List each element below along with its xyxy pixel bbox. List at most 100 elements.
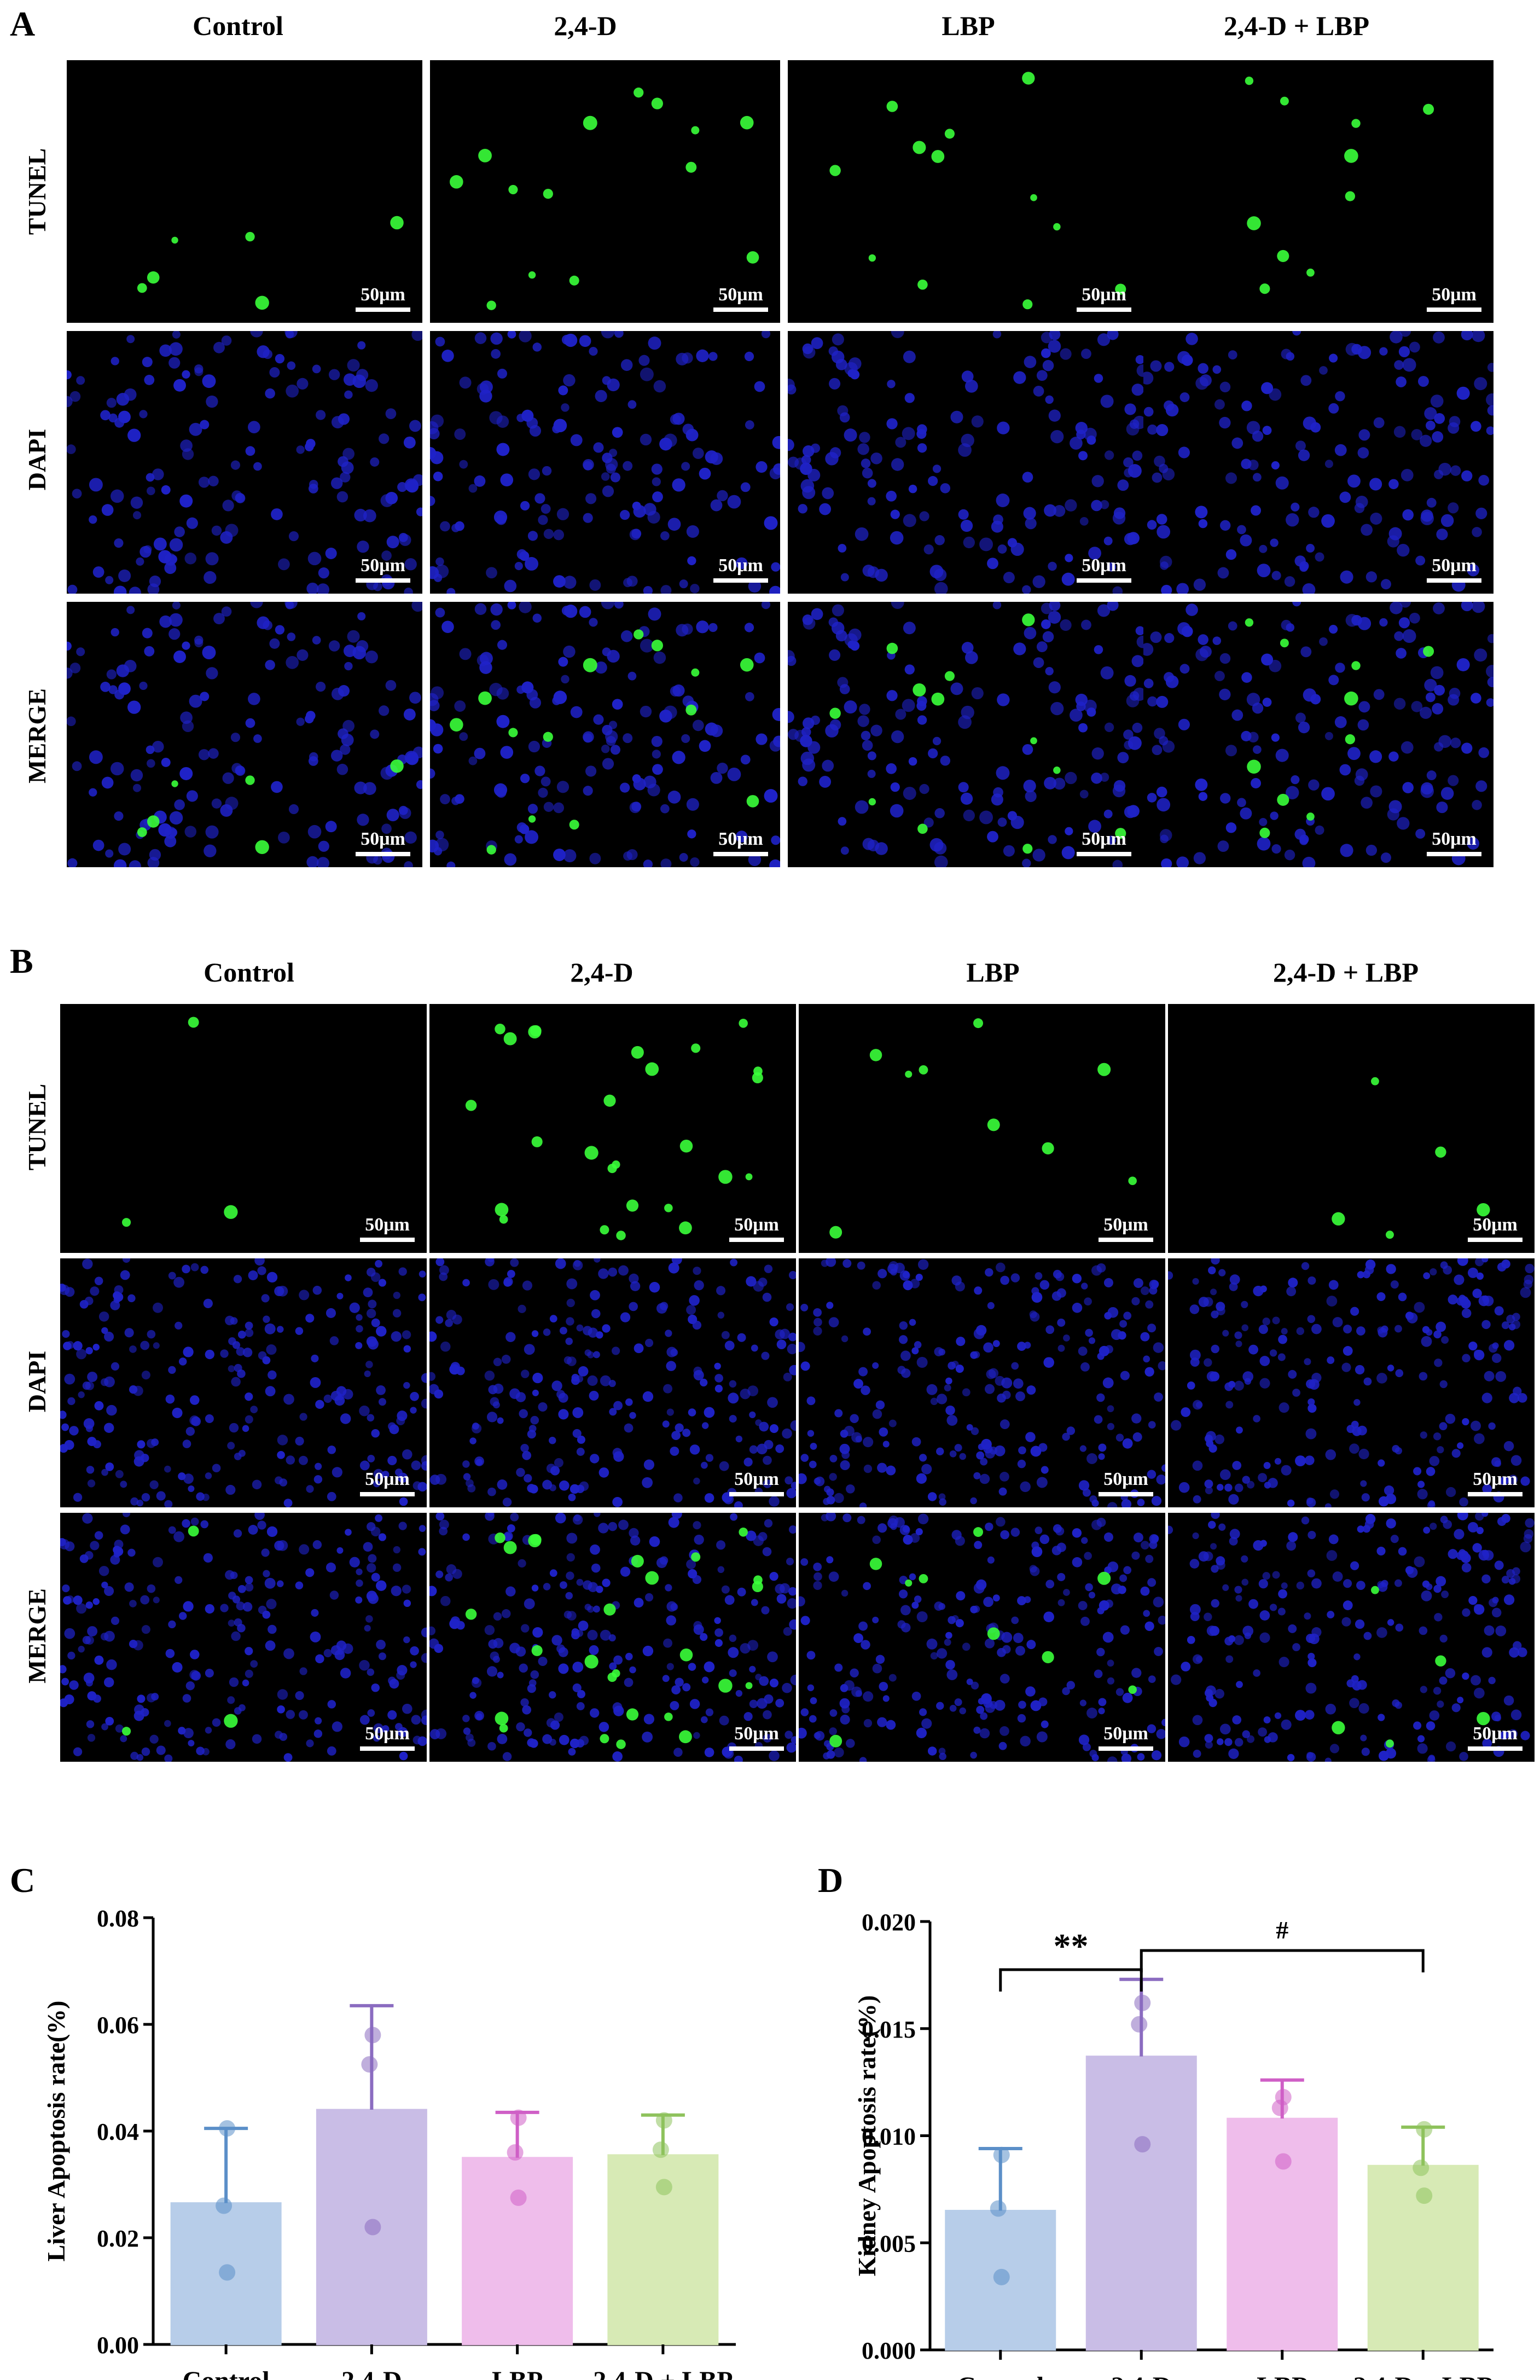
data-point-2-4-d: [1134, 1994, 1151, 2011]
row-label-dapi: DAPI: [23, 1350, 51, 1413]
micrograph-image: [67, 602, 422, 867]
micrograph-merge-lbp: 50μm: [799, 1513, 1165, 1762]
micrograph-dapi-lbp: 50μm: [788, 331, 1143, 594]
y-tick-label: 0.08: [97, 1905, 139, 1932]
scale-bar-label: 50μm: [734, 1469, 779, 1489]
scale-bar-label: 50μm: [361, 555, 405, 576]
scale-bar: 50μm: [360, 1725, 415, 1751]
scale-bar-line: [1077, 578, 1131, 583]
micrograph-image: [137, 216, 404, 310]
scale-bar: 50μm: [360, 1216, 415, 1242]
scale-bar-line: [1099, 1492, 1153, 1496]
data-point-control: [219, 2264, 236, 2281]
scale-bar-line: [713, 852, 768, 856]
micrograph-merge-2-4-d-plus-lbp: 50μm: [1143, 602, 1493, 867]
scale-bar: 50μm: [713, 286, 768, 312]
micrograph-tunel-2-4-d: 50μm: [429, 1004, 796, 1253]
y-tick-label: 0.06: [97, 2012, 139, 2039]
micrograph-image: [1143, 602, 1493, 867]
data-point-lbp: [510, 2189, 527, 2206]
scale-bar: 50μm: [1099, 1216, 1153, 1242]
kidney-apoptosis-chart: 0.000 0.005 0.010 0.015 0.020 Kidney Apoptosi…: [777, 1860, 1540, 2380]
scale-bar: 50μm: [356, 556, 410, 583]
scale-bar-line: [360, 1746, 415, 1751]
data-point-2-4-d-plus-lbp: [1416, 2121, 1433, 2138]
micrograph-merge-control: 50μm: [60, 1513, 427, 1762]
micrograph-tunel-control: 50μm: [60, 1004, 427, 1253]
scale-bar-label: 50μm: [1473, 1469, 1518, 1489]
scale-bar-line: [1468, 1238, 1522, 1242]
bar-2-4-d: [1085, 2056, 1197, 2351]
column-header-2-4-d: 2,4-D: [570, 957, 634, 988]
y-axis-label: Kidney Apoptosis rate(%): [853, 1995, 881, 2277]
scale-bar-line: [1099, 1746, 1153, 1751]
liver-apoptosis-chart: 0.00 0.02 0.04 0.06 0.08 Liver Apoptosis rate…: [0, 1860, 777, 2380]
scale-bar-line: [1468, 1746, 1522, 1751]
scale-bar: 50μm: [713, 556, 768, 583]
scale-bar-line: [356, 307, 410, 312]
micrograph-image: [60, 1513, 427, 1762]
data-point-lbp: [1275, 2153, 1292, 2170]
column-header-lbp: LBP: [942, 10, 995, 41]
data-point-lbp: [507, 2144, 524, 2161]
micrograph-tunel-lbp: 50μm: [799, 1004, 1165, 1253]
scale-bar-line: [1427, 578, 1481, 583]
scale-bar-line: [360, 1238, 415, 1242]
scale-bar-label: 50μm: [1103, 1215, 1148, 1235]
micrograph-image: [1168, 1258, 1535, 1507]
data-point-control: [216, 2197, 233, 2214]
scale-bar: 50μm: [1099, 1725, 1153, 1751]
scale-bar: 50μm: [729, 1725, 784, 1751]
data-point-lbp: [1271, 2099, 1288, 2116]
y-tick-label: 0.005: [862, 2230, 916, 2257]
scale-bar: 50μm: [729, 1470, 784, 1496]
scale-bar-label: 50μm: [718, 285, 763, 305]
micrograph-image: [829, 1018, 1137, 1239]
row-label-dapi: DAPI: [23, 428, 51, 491]
data-point-2-4-d: [364, 2219, 381, 2236]
y-tick-label: 0.020: [862, 1909, 916, 1936]
data-point-2-4-d: [1134, 2136, 1151, 2153]
data-point-2-4-d: [361, 2056, 378, 2073]
scale-bar-label: 50μm: [1082, 285, 1126, 305]
micrograph-dapi-lbp: 50μm: [799, 1258, 1165, 1507]
scale-bar: 50μm: [729, 1216, 784, 1242]
scale-bar-label: 50μm: [718, 555, 763, 576]
scale-bar-line: [1099, 1238, 1153, 1242]
panel-label-d: D: [818, 1861, 844, 1900]
x-tick-label: Control: [183, 2366, 270, 2380]
scale-bar: 50μm: [356, 830, 410, 856]
scale-bar-line: [729, 1238, 784, 1242]
column-header-control: Control: [193, 10, 283, 41]
micrograph-image: [799, 1258, 1165, 1507]
scale-bar: 50μm: [1468, 1216, 1522, 1242]
micrograph-image: [67, 331, 422, 594]
micrograph-dapi-2-4-d-plus-lbp: 50μm: [1168, 1258, 1535, 1507]
x-tick-label: LBP: [492, 2366, 543, 2380]
data-point-2-4-d: [1131, 2016, 1148, 2033]
scale-bar-label: 50μm: [1432, 285, 1477, 305]
column-header-2-4-d-plus-lbp: 2,4-D + LBP: [1273, 957, 1419, 988]
micrograph-image: [829, 72, 1126, 310]
y-tick-label: 0.000: [862, 2337, 916, 2364]
scale-bar-line: [1427, 852, 1481, 856]
micrograph-image: [788, 331, 1143, 594]
micrograph-merge-2-4-d: 50μm: [430, 602, 780, 867]
scale-bar: 50μm: [356, 286, 410, 312]
micrograph-image: [465, 1019, 763, 1240]
micrograph-image: [1245, 77, 1434, 294]
micrograph-tunel-2-4-d-plus-lbp: 50μm: [1143, 60, 1493, 323]
data-point-control: [219, 2120, 236, 2137]
scale-bar-label: 50μm: [718, 829, 763, 849]
column-header-2-4-d-plus-lbp: 2,4-D + LBP: [1224, 10, 1369, 41]
data-point-2-4-d: [364, 2027, 381, 2044]
scale-bar-line: [729, 1492, 784, 1496]
data-point-2-4-d-plus-lbp: [655, 2112, 672, 2129]
row-label-merge: MERGE: [23, 1588, 51, 1684]
micrograph-image: [121, 1017, 238, 1227]
micrograph-dapi-2-4-d: 50μm: [429, 1258, 796, 1507]
data-point-control: [990, 2200, 1007, 2217]
scale-bar: 50μm: [1077, 286, 1131, 312]
significance-marker: #: [1276, 1916, 1288, 1944]
scale-bar-label: 50μm: [365, 1469, 410, 1489]
